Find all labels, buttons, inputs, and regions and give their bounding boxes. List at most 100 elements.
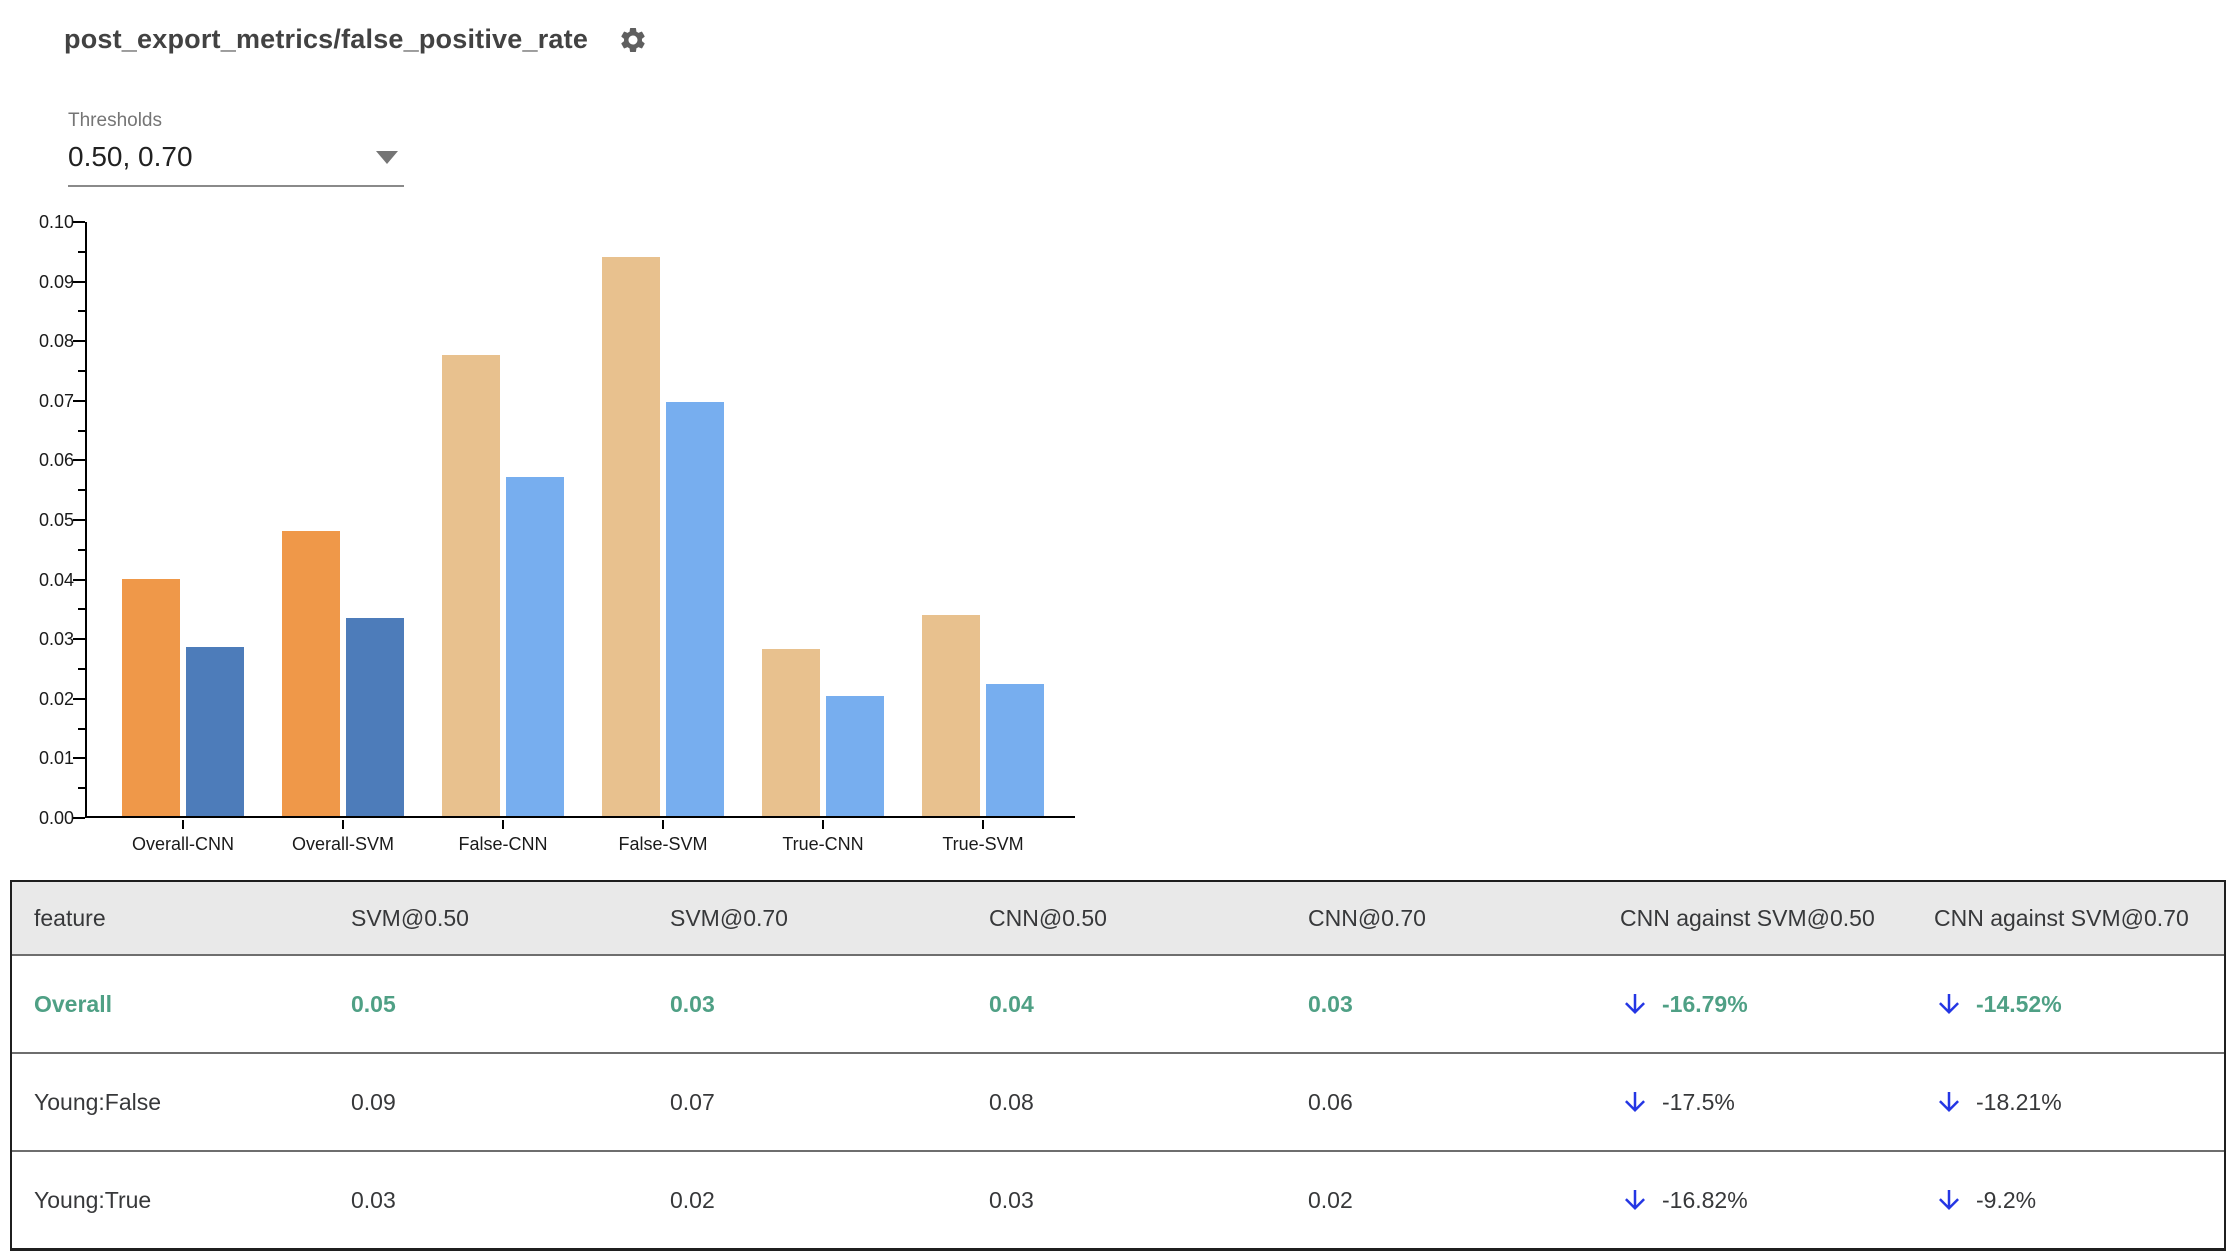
y-tick — [73, 817, 85, 819]
y-tick — [73, 638, 85, 641]
value-cell: 0.06 — [1308, 1088, 1353, 1115]
y-tick-label: 0.00 — [38, 808, 74, 828]
arrow-down-icon — [1939, 1190, 1959, 1210]
x-tick — [502, 820, 504, 829]
value-cell: 0.02 — [1308, 1186, 1353, 1213]
feature-cell: Overall — [34, 990, 112, 1017]
column-header: CNN against SVM@0.70 — [1934, 904, 2189, 931]
feature-cell: Young:True — [34, 1186, 152, 1213]
column-header: SVM@0.70 — [670, 904, 788, 931]
bar-False-SVM-threshold-0.50[interactable] — [602, 257, 660, 816]
y-minor-tick — [78, 370, 85, 372]
y-tick — [73, 399, 85, 402]
bar-Overall-SVM-threshold-0.50[interactable] — [282, 531, 340, 816]
x-tick — [342, 820, 344, 829]
x-tick-label: Overall-CNN — [131, 834, 234, 854]
arrow-down-icon — [1625, 1190, 1645, 1210]
delta-value: -14.52% — [1976, 990, 2062, 1017]
thresholds-label: Thresholds — [68, 110, 162, 131]
column-header: CNN@0.70 — [1308, 904, 1426, 931]
x-tick — [182, 820, 184, 829]
value-cell: 0.03 — [989, 1186, 1034, 1213]
y-minor-tick — [78, 250, 85, 253]
delta-value: -9.2% — [1976, 1186, 2037, 1213]
arrow-down-icon — [1625, 1092, 1645, 1112]
thresholds-dropdown[interactable]: Thresholds 0.50, 0.70 — [68, 110, 404, 187]
y-minor-tick — [78, 727, 85, 730]
delta-cell: -14.52% — [1934, 989, 2224, 1019]
y-tick-label: 0.08 — [38, 331, 74, 352]
delta-cell: -9.2% — [1934, 1185, 2224, 1215]
bar-Overall-CNN-threshold-0.70[interactable] — [186, 647, 244, 816]
delta-value: -16.79% — [1662, 990, 1748, 1017]
arrow-down-icon — [1939, 994, 1959, 1014]
column-header: SVM@0.50 — [351, 904, 469, 931]
feature-cell: Young:False — [34, 1088, 162, 1115]
x-tick-label: True-CNN — [782, 834, 864, 854]
y-tick — [73, 459, 85, 462]
bar-False-CNN-threshold-0.70[interactable] — [506, 476, 564, 816]
delta-cell: -17.5% — [1620, 1087, 1934, 1117]
arrow-down-icon — [1939, 1092, 1959, 1112]
value-cell: 0.03 — [670, 990, 715, 1017]
x-tick — [662, 820, 664, 829]
value-cell: 0.02 — [670, 1186, 715, 1213]
bar-Overall-CNN-threshold-0.50[interactable] — [122, 578, 180, 816]
thresholds-value: 0.50, 0.70 — [68, 141, 193, 172]
settings-gear-icon[interactable] — [618, 25, 648, 55]
y-minor-tick — [78, 608, 85, 611]
y-minor-tick — [78, 489, 85, 492]
bar-False-CNN-threshold-0.50[interactable] — [442, 354, 500, 816]
bar-True-CNN-threshold-0.50[interactable] — [762, 648, 820, 816]
header: post_export_metrics/false_positive_rate — [64, 24, 648, 55]
column-header: CNN@0.50 — [989, 904, 1107, 931]
y-tick — [73, 221, 85, 223]
y-tick — [73, 578, 85, 581]
y-minor-tick — [78, 548, 85, 551]
bar-True-CNN-threshold-0.70[interactable] — [826, 695, 884, 816]
bar-True-SVM-threshold-0.50[interactable] — [922, 614, 980, 816]
y-tick-label: 0.01 — [38, 748, 74, 769]
x-tick-label: True-SVM — [942, 834, 1024, 854]
y-tick-label: 0.02 — [38, 688, 74, 709]
column-header: feature — [34, 904, 106, 931]
value-cell: 0.03 — [351, 1186, 396, 1213]
x-tick-label: Overall-SVM — [291, 834, 394, 854]
y-axis-labels: 0.10 0.09 0.08 0.07 0.06 0.05 0.04 0.03 0.02 0.01… — [0, 212, 74, 828]
metrics-table: feature SVM@0.50 SVM@0.70 CNN@0.50 CNN@0.70 C… — [10, 880, 2226, 1251]
y-minor-tick — [78, 787, 85, 790]
y-tick-label: 0.05 — [38, 510, 74, 530]
y-minor-tick — [78, 310, 85, 313]
value-cell: 0.04 — [989, 990, 1034, 1017]
value-cell: 0.08 — [989, 1088, 1034, 1115]
bar-Overall-SVM-threshold-0.70[interactable] — [346, 618, 404, 816]
delta-cell: -16.82% — [1620, 1185, 1934, 1215]
y-tick — [73, 697, 85, 700]
bar-chart-plot-area: Overall-CNN Overall-SVM False-CNN False-SVM… — [73, 221, 1075, 854]
y-minor-tick — [78, 429, 85, 432]
y-minor-tick — [78, 668, 85, 670]
delta-cell: -16.79% — [1620, 989, 1934, 1019]
dropdown-caret-icon — [376, 150, 398, 164]
y-tick — [73, 340, 85, 343]
y-tick-label: 0.06 — [38, 450, 74, 471]
delta-cell: -18.21% — [1934, 1087, 2224, 1117]
bar-False-SVM-threshold-0.70[interactable] — [666, 401, 724, 816]
x-tick-label: False-CNN — [458, 834, 548, 854]
y-tick — [73, 519, 85, 521]
y-tick — [73, 757, 85, 760]
value-cell: 0.05 — [351, 990, 396, 1017]
delta-value: -18.21% — [1976, 1088, 2062, 1115]
delta-value: -16.82% — [1662, 1186, 1748, 1213]
table-header-row: feature SVM@0.50 SVM@0.70 CNN@0.50 CNN@0.70 C… — [12, 882, 2224, 954]
x-tick — [822, 820, 824, 829]
x-tick — [982, 820, 984, 829]
table-row-Young:False: Young:False 0.09 0.07 0.08 0.06 -17.5% -18.21% — [12, 1052, 2224, 1150]
value-cell: 0.03 — [1308, 990, 1353, 1017]
y-tick-label: 0.07 — [38, 390, 74, 411]
page-title: post_export_metrics/false_positive_rate — [64, 24, 589, 54]
bar-True-SVM-threshold-0.70[interactable] — [986, 683, 1044, 816]
table-row-Overall: Overall 0.05 0.03 0.04 0.03 -16.79% -14.52% — [12, 954, 2224, 1052]
y-tick — [73, 280, 85, 283]
y-tick-label: 0.10 — [38, 212, 74, 232]
